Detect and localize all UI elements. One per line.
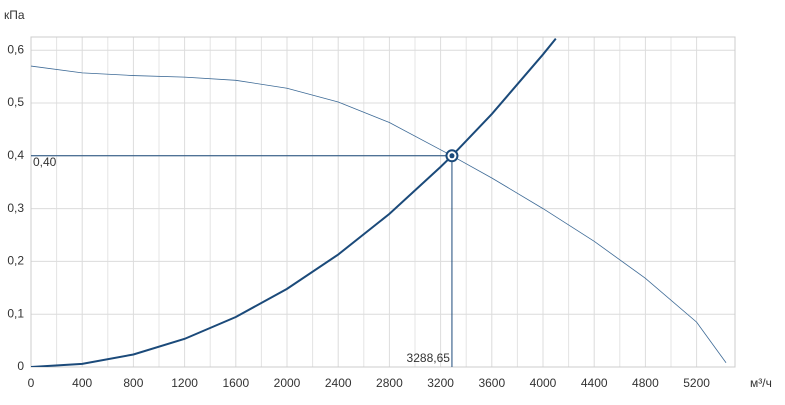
x-tick-label: 4000 (530, 376, 557, 390)
y-tick-label: 0,3 (7, 201, 24, 215)
x-tick-label: 2400 (325, 376, 352, 390)
y-tick-label: 0,2 (7, 254, 24, 268)
x-tick-label: 2800 (376, 376, 403, 390)
y-tick-label: 0,1 (7, 306, 24, 320)
y-axis-label: кПа (4, 8, 25, 22)
x-tick-label: 3600 (478, 376, 505, 390)
x-tick-label: 3200 (427, 376, 454, 390)
operating-point-dot (449, 153, 455, 159)
curve (31, 65, 727, 364)
x-value-label: 3288,65 (407, 351, 451, 365)
y-tick-label: 0,6 (7, 42, 24, 56)
y-value-label: 0,40 (33, 155, 57, 169)
x-tick-label: 5200 (683, 376, 710, 390)
y-tick-label: 0 (17, 359, 24, 373)
x-tick-label: 4800 (632, 376, 659, 390)
y-tick-label: 0,5 (7, 95, 24, 109)
curve (31, 37, 557, 367)
plot-border (30, 36, 736, 368)
x-tick-label: 1200 (171, 376, 198, 390)
x-tick-label: 4400 (581, 376, 608, 390)
x-tick-label: 1600 (222, 376, 249, 390)
y-tick-label: 0,4 (7, 148, 24, 162)
x-tick-label: 2000 (274, 376, 301, 390)
x-tick-label: 400 (72, 376, 92, 390)
x-tick-label: 800 (123, 376, 143, 390)
x-tick-label: 0 (28, 376, 35, 390)
x-axis-label: м³/ч (750, 376, 772, 390)
